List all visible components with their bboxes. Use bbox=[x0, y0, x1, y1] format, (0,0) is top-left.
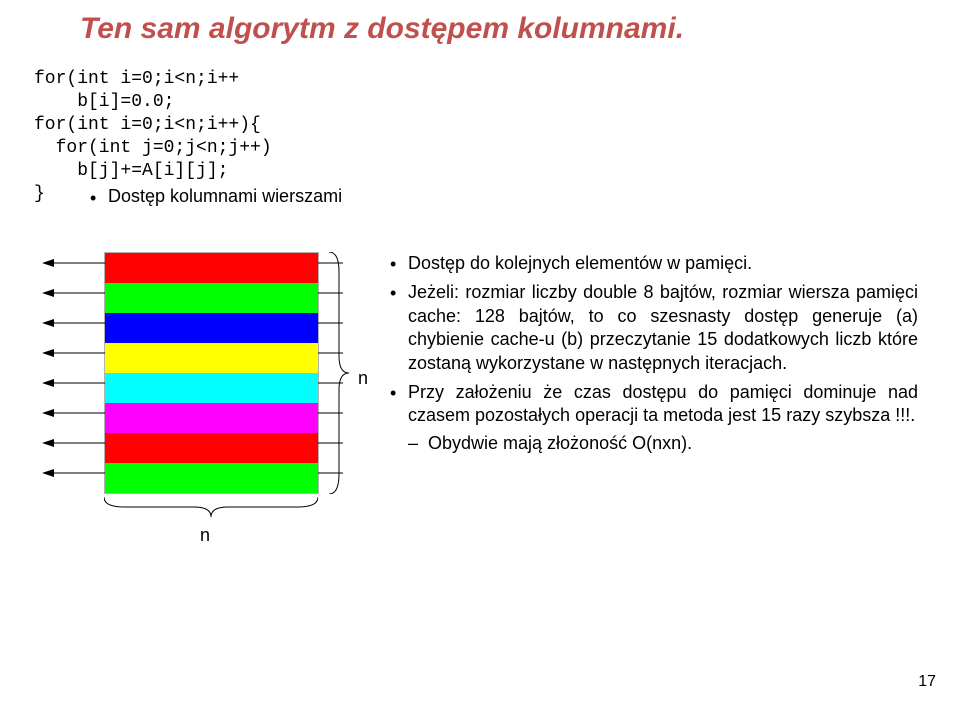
brace-below-icon bbox=[104, 492, 318, 527]
right-sub-bullet: – Obydwie mają złożoność O(nxn). bbox=[408, 432, 918, 455]
matrix-row bbox=[105, 433, 318, 463]
brace-right-icon bbox=[324, 252, 354, 499]
matrix-row bbox=[105, 343, 318, 373]
slide-title: Ten sam algorytm z dostępem kolumnami. bbox=[80, 12, 684, 46]
right-bullet-2-text: Jeżeli: rozmiar liczby double 8 bajtów, … bbox=[408, 282, 918, 372]
bullet-access-columns: • Dostęp kolumnami wierszami bbox=[108, 186, 342, 207]
right-bullet-3-text: Przy założeniu że czas dostępu do pamięc… bbox=[408, 382, 918, 425]
bullet-dot-icon: • bbox=[90, 188, 96, 209]
matrix-row bbox=[105, 283, 318, 313]
n-label-below: n bbox=[200, 525, 210, 546]
bullet-dot-icon: • bbox=[390, 253, 396, 276]
right-bullet-2: • Jeżeli: rozmiar liczby double 8 bajtów… bbox=[408, 281, 918, 375]
bullet-access-columns-text: Dostęp kolumnami wierszami bbox=[108, 186, 342, 206]
right-bullet-1: • Dostęp do kolejnych elementów w pamięc… bbox=[408, 252, 918, 275]
page-number: 17 bbox=[918, 673, 936, 691]
dash-icon: – bbox=[408, 432, 418, 455]
bullet-dot-icon: • bbox=[390, 382, 396, 405]
matrix-row bbox=[105, 313, 318, 343]
right-bullet-1-text: Dostęp do kolejnych elementów w pamięci. bbox=[408, 253, 752, 273]
right-sub-bullet-text: Obydwie mają złożoność O(nxn). bbox=[428, 433, 692, 453]
matrix-row bbox=[105, 253, 318, 283]
bullet-dot-icon: • bbox=[390, 282, 396, 305]
matrix-diagram bbox=[104, 252, 319, 494]
matrix-row bbox=[105, 463, 318, 493]
n-label-right: n bbox=[358, 368, 368, 389]
matrix-row bbox=[105, 373, 318, 403]
matrix-row bbox=[105, 403, 318, 433]
right-bullet-list: • Dostęp do kolejnych elementów w pamięc… bbox=[408, 252, 918, 461]
right-bullet-3: • Przy założeniu że czas dostępu do pami… bbox=[408, 381, 918, 455]
